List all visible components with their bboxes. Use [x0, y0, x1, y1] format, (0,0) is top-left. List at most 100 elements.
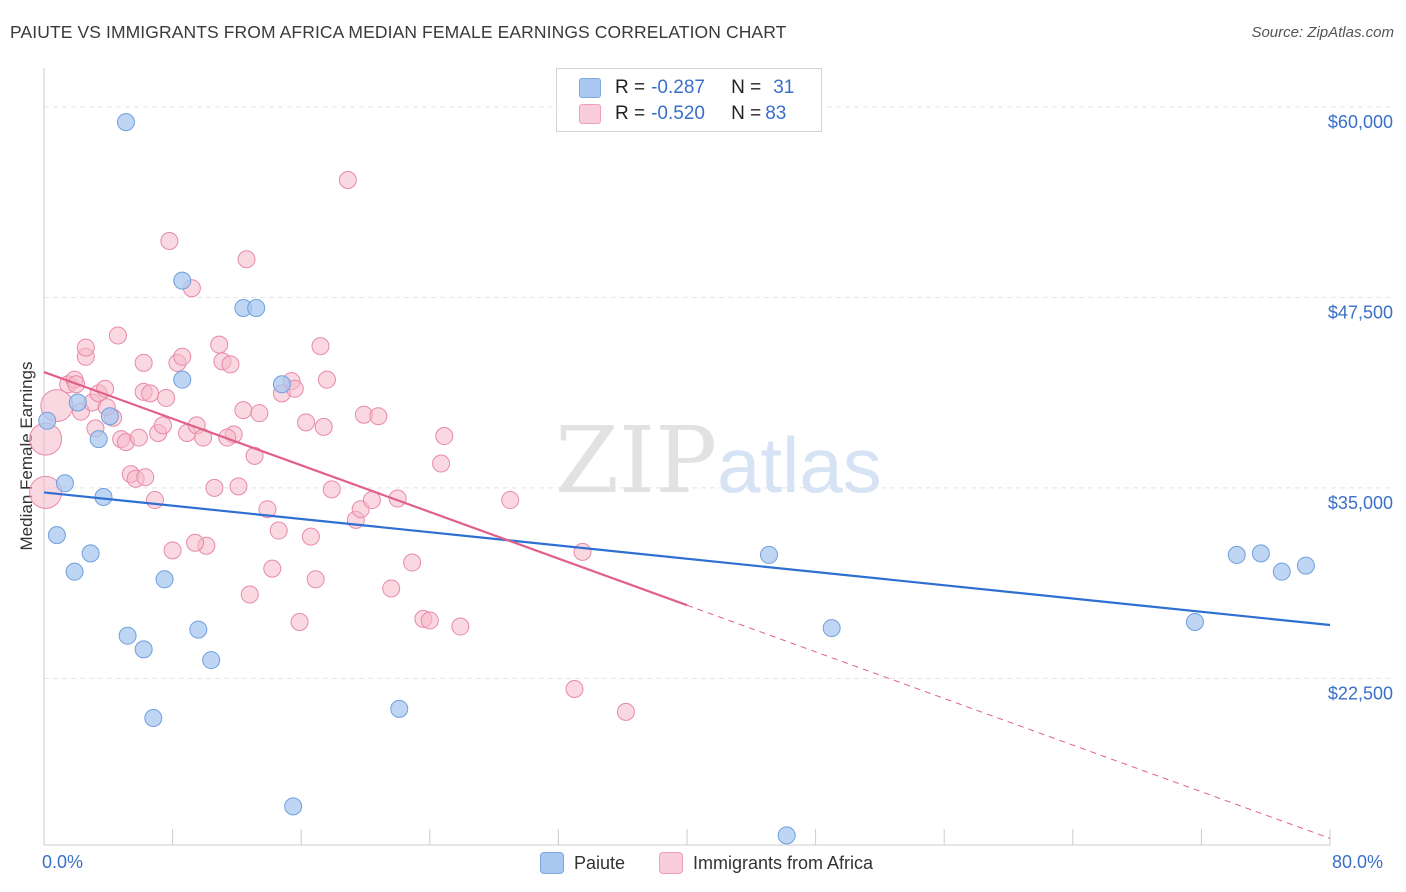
axes [43, 68, 1331, 846]
africa-point [108, 326, 127, 345]
paiute-point [284, 797, 303, 816]
africa-point [338, 171, 357, 190]
africa-point [250, 404, 269, 423]
africa-point [160, 231, 179, 250]
paiute-point [189, 620, 208, 639]
y-tick-label: $47,500 [1328, 302, 1393, 322]
paiute-point [68, 393, 87, 412]
africa-point [205, 478, 224, 497]
paiute-point [247, 299, 266, 318]
paiute-point [55, 474, 74, 493]
legend-r-label: R = [615, 77, 646, 98]
paiute-point [822, 619, 841, 638]
legend-n-value: 83 [765, 103, 787, 124]
x-tick-label-min: 0.0% [42, 852, 84, 872]
series-legend-swatch-paiute [540, 852, 564, 874]
africa-point [258, 500, 277, 519]
paiute-point [89, 430, 108, 449]
africa-point [229, 477, 248, 496]
africa-point [382, 579, 401, 598]
africa-point [141, 384, 160, 403]
africa-point [297, 413, 316, 432]
paiute-point [116, 113, 135, 132]
africa-point [501, 491, 520, 510]
paiute-trend-line [43, 491, 1331, 627]
africa-point [290, 612, 309, 631]
legend-swatch-paiute [579, 78, 601, 98]
series-legend-item-africa: Immigrants from Africa [659, 852, 873, 874]
africa-point [221, 355, 240, 374]
africa-trend-line-extension [686, 604, 1331, 839]
source-credit: Source: ZipAtlas.com [1251, 24, 1394, 41]
paiute-point [390, 699, 409, 718]
y-tick-labels: $22,500 $35,000 $47,500 $60,000 [1328, 112, 1393, 703]
x-tick-label-max: 80.0% [1332, 852, 1384, 872]
points [29, 113, 1315, 845]
series-legend-swatch-africa [659, 852, 683, 874]
africa-point [435, 427, 454, 446]
paiute-point [100, 407, 119, 426]
africa-point [173, 347, 192, 366]
watermark: ZIP atlas [555, 407, 882, 514]
africa-point [616, 702, 635, 721]
paiute-point [144, 708, 163, 727]
series-legend-label-africa: Immigrants from Africa [693, 852, 874, 873]
africa-point [210, 335, 229, 354]
paiute-point [81, 544, 100, 563]
paiute-point [272, 375, 291, 394]
paiute-point [777, 826, 796, 845]
legend-n-value: 31 [773, 77, 795, 98]
africa-point [306, 570, 325, 589]
stats-legend: R = -0.287 N = 31 R = -0.520 N = 83 [556, 68, 822, 132]
africa-point [240, 585, 259, 604]
africa-point [565, 680, 584, 699]
africa-point [237, 250, 256, 269]
paiute-point [202, 651, 221, 670]
series-legend-item-paiute: Paiute [540, 852, 625, 874]
y-tick-label: $35,000 [1328, 493, 1393, 513]
africa-point [314, 417, 333, 436]
paiute-point [1185, 612, 1204, 631]
africa-point [369, 407, 388, 426]
legend-n-label: N = [731, 103, 762, 124]
legend-r-value: -0.520 [651, 103, 705, 124]
legend-r-label: R = [615, 103, 646, 124]
africa-point [269, 521, 288, 540]
africa-point [134, 353, 153, 372]
paiute-point [65, 562, 84, 581]
paiute-point [1272, 562, 1291, 581]
paiute-point [759, 545, 778, 564]
paiute-point [1227, 545, 1246, 564]
africa-point [432, 454, 451, 473]
africa-point [322, 480, 341, 499]
africa-point [301, 527, 320, 546]
paiute-point [173, 370, 192, 389]
africa-point [420, 611, 439, 630]
africa-point [234, 401, 253, 420]
paiute-point [47, 526, 66, 545]
trend-lines [43, 371, 1331, 839]
africa-point [403, 553, 422, 572]
paiute-point [1251, 544, 1270, 563]
series-legend: Paiute Immigrants from Africa [0, 850, 1406, 878]
stats-legend-row-paiute: R = -0.287 N = 31 [579, 75, 794, 101]
paiute-point [155, 570, 174, 589]
legend-n-label: N = [731, 77, 762, 98]
africa-point [573, 542, 592, 561]
stats-legend-row-africa: R = -0.520 N = 83 [579, 101, 786, 127]
y-axis-label: Median Female Earnings [17, 362, 36, 551]
africa-point [157, 388, 176, 407]
africa-point [136, 468, 155, 487]
africa-point [263, 559, 282, 578]
paiute-point [38, 411, 57, 430]
africa-point [76, 338, 95, 357]
legend-swatch-africa [579, 104, 601, 124]
africa-point [145, 491, 164, 510]
africa-point [186, 533, 205, 552]
y-tick-label: $60,000 [1328, 112, 1393, 132]
series-legend-label-paiute: Paiute [574, 852, 626, 873]
paiute-point [1296, 556, 1315, 575]
africa-point [317, 370, 336, 389]
africa-point [129, 428, 148, 447]
